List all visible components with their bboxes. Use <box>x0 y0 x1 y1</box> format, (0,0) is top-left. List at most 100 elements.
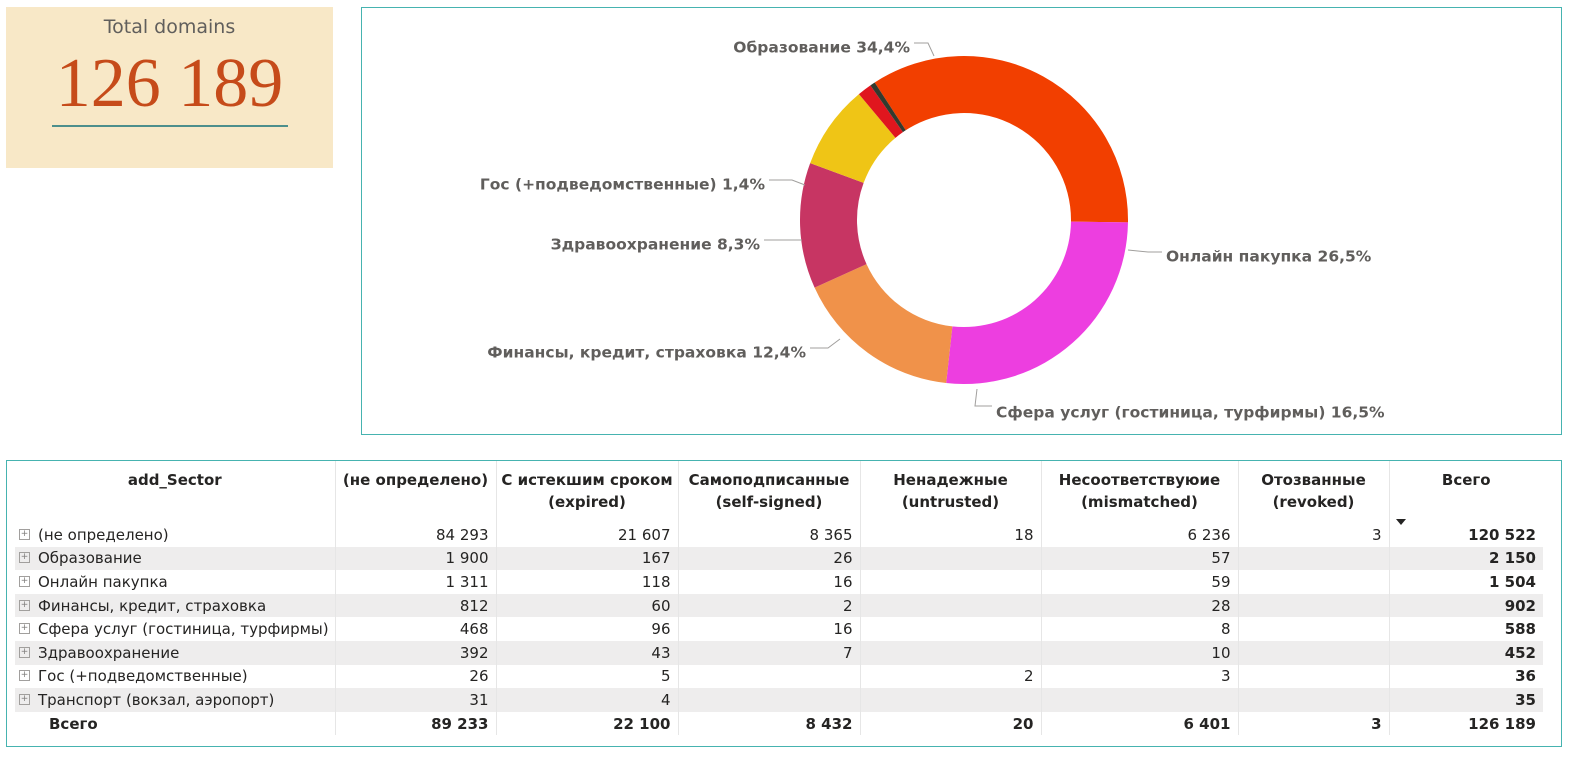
cell-revoked <box>1238 688 1390 712</box>
cell-expired: 60 <box>496 593 679 618</box>
sector-cell: + (не определено) <box>15 523 336 547</box>
column-header-label: Несоответствуюие (mismatched) <box>1058 471 1221 511</box>
plus-square-icon[interactable]: + <box>19 693 30 705</box>
sector-label: Сфера услуг (гостиница, турфирмы) <box>38 620 329 639</box>
sector-label: Финансы, кредит, страховка <box>38 596 267 615</box>
cell-total: 902 <box>1389 593 1543 618</box>
total-cell-undefined: 89 233 <box>335 711 497 736</box>
donut-slice-финансы-кредит-страховка[interactable] <box>800 163 867 288</box>
plus-square-icon[interactable]: + <box>19 575 30 587</box>
cell-undefined: 26 <box>335 664 497 689</box>
slice-label-здравоохранение: Здравоохранение 8,3% <box>551 236 761 254</box>
cell-undefined: 812 <box>335 593 497 618</box>
cell-undefined: 392 <box>335 640 497 665</box>
cell-untrusted: 2 <box>860 664 1042 689</box>
sector-label: Гос (+подведомственные) <box>38 667 248 686</box>
cell-undefined: 1 900 <box>335 546 497 571</box>
cell-self-signed <box>678 664 861 689</box>
cell-total: 120 522 <box>1468 525 1536 544</box>
table-row[interactable]: + Транспорт (вокзал, аэропорт) 31 4 35 <box>15 688 1543 712</box>
table-row[interactable]: + Образование 1 900 167 26 57 2 150 <box>15 546 1543 571</box>
sector-matrix-table[interactable]: add_Sector (не определено) С истекшим срок… <box>6 460 1562 747</box>
table-row[interactable]: + Онлайн пакупка 1 311 118 16 59 1 504 <box>15 570 1543 594</box>
cell-total: 1 504 <box>1489 572 1536 591</box>
plus-square-icon[interactable]: + <box>19 646 30 658</box>
cell-expired: 5 <box>496 664 679 689</box>
sector-label: Образование <box>38 549 142 568</box>
cell-undefined: 31 <box>335 688 497 712</box>
cell-untrusted <box>860 640 1042 665</box>
donut-slice-сфера-услуг-гостиница-турфирмы[interactable] <box>814 264 953 384</box>
total-cell-self-signed: 8 432 <box>678 711 861 736</box>
leader-line <box>1127 249 1162 253</box>
leader-line <box>914 42 935 57</box>
cell-mismatched: 3 <box>1041 664 1239 689</box>
column-header[interactable]: add_Sector <box>15 461 336 523</box>
cell-expired: 96 <box>496 617 679 641</box>
cell-expired: 167 <box>496 546 679 571</box>
cell-mismatched: 10 <box>1041 640 1239 665</box>
sector-donut-chart[interactable]: Образование 34,4% Онлайн пакупка 26,5% Сфе… <box>361 7 1562 435</box>
sector-label: Онлайн пакупка <box>38 572 168 591</box>
sector-label: Транспорт (вокзал, аэропорт) <box>38 690 275 709</box>
donut-svg: Образование 34,4% Онлайн пакупка 26,5% Сфе… <box>480 39 1385 422</box>
column-header[interactable]: Всего <box>1389 461 1543 525</box>
cell-expired: 118 <box>496 570 679 594</box>
column-header[interactable]: Самоподписанные (self-signed) <box>678 461 861 523</box>
cell-undefined: 468 <box>335 617 497 641</box>
plus-square-icon[interactable]: + <box>19 552 30 564</box>
sector-label: Здравоохранение <box>38 643 180 662</box>
donut-slice-здравоохранение[interactable] <box>810 94 896 183</box>
sector-cell: + Гос (+подведомственные) <box>15 664 336 689</box>
cell-untrusted <box>860 546 1042 571</box>
donut-slice-образование[interactable] <box>874 56 1128 223</box>
slice-label-сфера-услуг-гостиница-турфирмы: Сфера услуг (гостиница, турфирмы) 16,5% <box>996 404 1385 422</box>
cell-total: 36 <box>1515 667 1536 686</box>
cell-revoked <box>1238 664 1390 689</box>
sector-cell: + Здравоохранение <box>15 640 336 665</box>
sector-cell: + Транспорт (вокзал, аэропорт) <box>15 688 336 712</box>
column-header[interactable]: (не определено) <box>335 461 497 523</box>
sort-descending-icon[interactable] <box>1395 519 1406 525</box>
table-row[interactable]: + Финансы, кредит, страховка 812 60 2 28 902 <box>15 593 1543 618</box>
kpi-value: 126 189 <box>55 45 284 122</box>
table-row[interactable]: + (не определено) 84 293 21 607 8 365 18 6 236… <box>15 523 1543 547</box>
table-row[interactable]: + Сфера услуг (гостиница, турфирмы) 468 96 1… <box>15 617 1543 641</box>
cell-untrusted: 18 <box>860 523 1042 547</box>
leader-line <box>974 388 992 407</box>
sector-cell: + Сфера услуг (гостиница, турфирмы) <box>15 617 336 641</box>
totals-row: Всего 89 233 22 100 8 432 20 6 401 3 126 189 <box>15 711 1543 736</box>
table-row[interactable]: + Здравоохранение 392 43 7 10 452 <box>15 640 1543 665</box>
cell-revoked <box>1238 593 1390 618</box>
cell-mismatched: 6 236 <box>1041 523 1239 547</box>
cell-total: 452 <box>1389 640 1543 665</box>
cell-expired: 21 607 <box>496 523 679 547</box>
total-domains-card[interactable]: Total domains 126 189 <box>6 7 333 168</box>
cell-mismatched: 59 <box>1041 570 1239 594</box>
donut-slice-онлайн-пакупка[interactable] <box>946 221 1128 384</box>
total-cell-mismatched: 6 401 <box>1041 711 1239 736</box>
column-header[interactable]: С истекшим сроком (expired) <box>496 461 679 523</box>
column-header-label: (не определено) <box>342 471 489 489</box>
plus-square-icon[interactable]: + <box>19 599 30 611</box>
donut-slice-транспорт-вокзал-аэропорт[interactable] <box>870 82 906 133</box>
table-row[interactable]: + Гос (+подведомственные) 26 5 2 3 36 <box>15 664 1543 689</box>
cell-expired: 43 <box>496 640 679 665</box>
slice-label-финансы-кредит-страховка: Финансы, кредит, страховка 12,4% <box>487 344 806 362</box>
cell-self-signed <box>678 688 861 712</box>
table-header-row: add_Sector (не определено) С истекшим срок… <box>15 461 1543 525</box>
cell-untrusted <box>860 593 1042 618</box>
plus-square-icon[interactable]: + <box>19 670 30 682</box>
cell-total: 2 150 <box>1389 546 1543 571</box>
column-header[interactable]: Отозванные (revoked) <box>1238 461 1390 523</box>
donut-slice-гос-подведомственные[interactable] <box>858 85 903 138</box>
column-header-label: С истекшим сроком (expired) <box>501 471 673 511</box>
column-header[interactable]: Ненадежные (untrusted) <box>860 461 1042 523</box>
cell-untrusted <box>860 617 1042 641</box>
cell-self-signed: 7 <box>678 640 861 665</box>
sector-cell: + Онлайн пакупка <box>15 570 336 594</box>
column-header[interactable]: Несоответствуюие (mismatched) <box>1041 461 1239 523</box>
cell-revoked <box>1238 570 1390 594</box>
plus-square-icon[interactable]: + <box>19 528 30 540</box>
plus-square-icon[interactable]: + <box>19 623 30 635</box>
